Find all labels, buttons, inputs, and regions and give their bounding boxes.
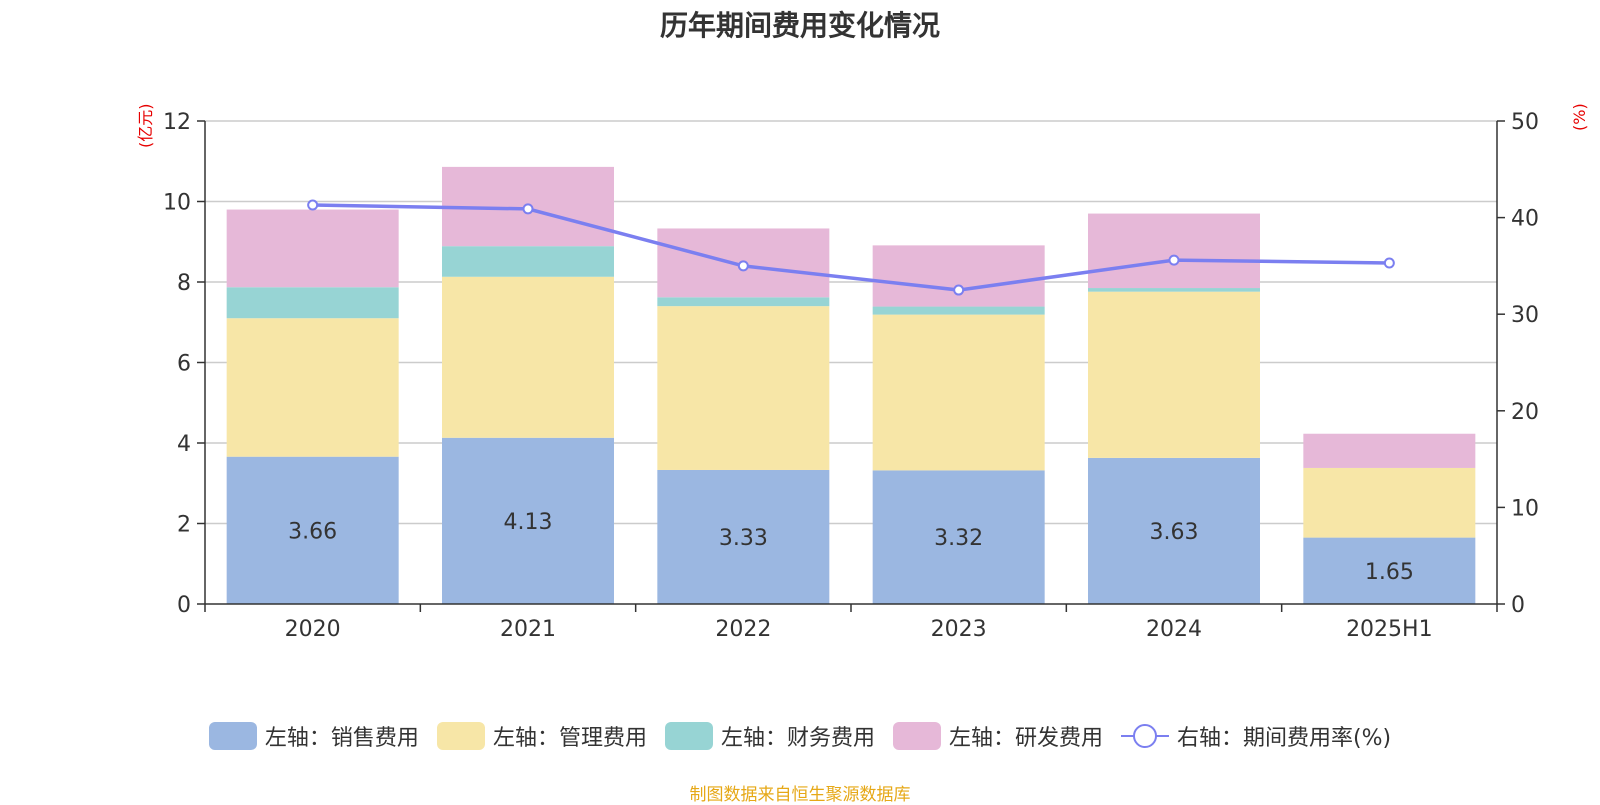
data-label-sales: 3.66: [288, 519, 337, 544]
chart-legend: 左轴：销售费用 左轴：管理费用 左轴：财务费用 左轴：研发费用 右轴：期间费用率…: [0, 720, 1600, 752]
legend-label-rd: 左轴：研发费用: [948, 726, 1103, 751]
bar-rd: [1088, 213, 1260, 289]
bar-rd: [226, 209, 399, 288]
series-line-rate: [312, 203, 1390, 292]
right-axis-tick-label: 10: [1511, 496, 1539, 521]
line-point-rate: [953, 284, 965, 296]
left-axis-tick-label: 10: [163, 191, 191, 216]
bar-finance: [1088, 288, 1260, 292]
left-axis-tick-label: 8: [177, 271, 191, 296]
legend-item-rate[interactable]: 右轴：期间费用率(%): [1120, 720, 1392, 752]
legend-item-sales[interactable]: 左轴：销售费用: [208, 720, 419, 752]
chart-plot: 0 2 4 6 8 10 12 0 10 20 30 40 50 3.66 2020 4.13 2021 3.33…: [163, 110, 1539, 642]
bar-rd: [1303, 433, 1476, 468]
data-source-note: 制图数据来自恒生聚源数据库: [689, 785, 911, 805]
line-point-rate: [1168, 254, 1180, 266]
x-axis-tick-label: 2023: [931, 617, 987, 642]
x-axis-tick-label: 2022: [715, 617, 771, 642]
legend-swatch-sales: [208, 722, 257, 750]
right-axis-tick-label: 20: [1511, 400, 1539, 425]
legend-swatch-admin: [436, 722, 485, 750]
legend-item-finance[interactable]: 左轴：财务费用: [664, 720, 875, 752]
legend-item-rd[interactable]: 左轴：研发费用: [892, 720, 1103, 752]
legend-swatch-finance: [664, 722, 713, 750]
line-point-rate: [307, 199, 319, 211]
bar-sales: [226, 456, 399, 604]
line-point-rate: [737, 260, 749, 272]
bar-admin: [1303, 467, 1476, 538]
left-axis-tick-label: 0: [177, 593, 191, 618]
right-axis-tick-label: 0: [1511, 593, 1525, 618]
right-axis-tick-label: 50: [1511, 110, 1539, 135]
data-label-sales: 3.63: [1150, 520, 1199, 545]
bar-finance: [657, 297, 830, 307]
x-axis-tick-label: 2020: [285, 617, 341, 642]
bar-sales: [1303, 537, 1476, 604]
right-axis-tick-label: 40: [1511, 207, 1539, 232]
bar-admin: [442, 276, 614, 438]
bar-sales: [872, 470, 1045, 604]
bar-sales: [442, 437, 614, 604]
left-axis-tick-label: 6: [177, 352, 191, 377]
legend-label-finance: 左轴：财务费用: [720, 726, 875, 751]
data-label-sales: 3.33: [719, 526, 768, 551]
data-label-sales: 4.13: [504, 510, 553, 535]
bar-admin: [1088, 291, 1260, 458]
x-axis-tick-label: 2024: [1146, 617, 1202, 642]
x-axis-tick-label: 2025H1: [1346, 617, 1433, 642]
left-axis-tick-label: 12: [163, 110, 191, 135]
legend-label-sales: 左轴：销售费用: [264, 726, 419, 751]
legend-label-rate: 右轴：期间费用率(%): [1176, 726, 1392, 751]
legend-item-admin[interactable]: 左轴：管理费用: [436, 720, 647, 752]
bar-finance: [442, 246, 614, 277]
legend-swatch-rd: [892, 722, 941, 750]
bar-sales: [657, 469, 830, 604]
bar-admin: [872, 314, 1045, 471]
right-axis-tick-label: 30: [1511, 303, 1539, 328]
bar-rd: [872, 245, 1045, 307]
x-axis-tick-label: 2021: [500, 617, 556, 642]
bar-sales: [1088, 457, 1260, 604]
data-label-sales: 3.32: [934, 526, 983, 551]
legend-line-marker-icon: [1120, 722, 1169, 750]
bar-finance: [872, 306, 1045, 315]
line-point-rate: [1383, 257, 1395, 269]
chart-title: 历年期间费用变化情况: [659, 9, 940, 42]
line-point-rate: [522, 203, 534, 215]
left-axis-tick-label: 4: [177, 432, 191, 457]
legend-label-admin: 左轴：管理费用: [492, 726, 647, 751]
bar-finance: [226, 287, 399, 319]
left-axis-tick-label: 2: [177, 513, 191, 538]
data-label-sales: 1.65: [1365, 560, 1414, 585]
bar-admin: [226, 318, 399, 457]
bar-admin: [657, 306, 830, 470]
